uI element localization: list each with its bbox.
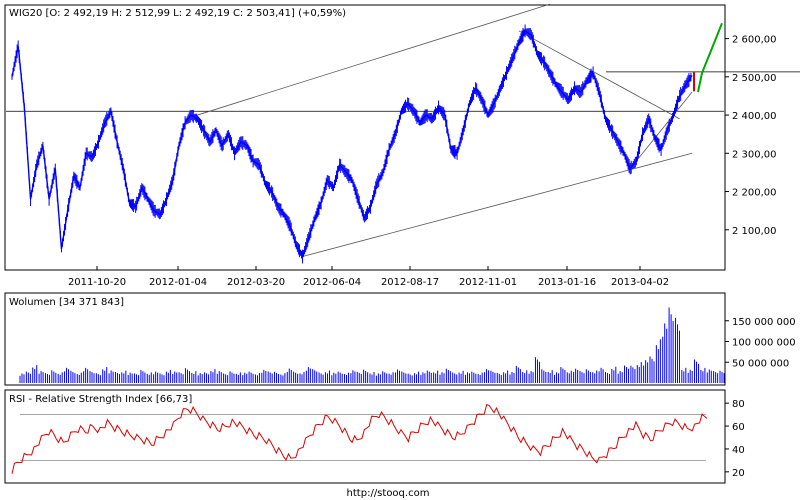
rsi-header: RSI - Relative Strength Index [66,73] [9,394,192,405]
footer-url[interactable]: http://stooq.com [347,488,430,499]
volume-y-tick-label: 100 000 000 [732,338,796,349]
rsi-y-tick-label: 20 [732,468,745,479]
rsi-reference-lines [20,414,706,461]
price-y-tick-label: 2 300,00 [732,149,777,160]
trend-line-lower [302,152,693,257]
trend-line-falling [518,30,680,120]
date-tick-label: 2012-06-04 [303,277,361,288]
date-tick-label: 2013-04-02 [611,277,669,288]
price-bars [11,22,723,264]
price-y-tick-label: 2 200,00 [732,188,777,199]
volume-header: Wolumen [34 371 843] [9,297,124,308]
price-header: WIG20 [O: 2 492,19 H: 2 512,99 L: 2 492,… [9,8,346,19]
rsi-panel-frame [4,389,726,484]
projection-move [697,22,723,93]
volume-y-tick-label: 150 000 000 [732,317,796,328]
date-tick-label: 2011-10-20 [68,277,126,288]
rsi-y-tick-label: 60 [732,422,745,433]
volume-panel: Wolumen [34 371 843] 50 000 000 100 000 0… [4,292,796,386]
rsi-y-axis: 20 40 60 80 [725,399,745,479]
date-axis: 2011-10-20 2012-01-04 2012-03-20 2012-06-04… [68,266,669,288]
volume-bars [19,307,725,383]
rsi-line [11,403,708,474]
date-tick-label: 2012-08-17 [381,277,439,288]
trend-lines [197,3,693,257]
price-y-tick-label: 2 600,00 [732,35,777,46]
volume-y-tick-label: 50 000 000 [732,358,789,369]
date-tick-label: 2013-01-16 [538,277,596,288]
volume-y-axis: 50 000 000 100 000 000 150 000 000 [725,317,796,369]
date-tick-label: 2012-11-01 [459,277,517,288]
price-line [11,29,693,259]
price-y-tick-label: 2 500,00 [732,73,777,84]
price-panel-frame [4,4,726,271]
price-y-tick-label: 2 400,00 [732,111,777,122]
rsi-y-tick-label: 80 [732,399,745,410]
price-panel: WIG20 [O: 2 492,19 H: 2 512,99 L: 2 492,… [4,3,800,271]
trend-line-rising [629,91,693,169]
date-tick-label: 2012-01-04 [149,277,207,288]
price-y-axis: 2 100,00 2 200,00 2 300,00 2 400,00 2 500,00… [725,35,777,237]
date-tick-label: 2012-03-20 [227,277,285,288]
rsi-panel: RSI - Relative Strength Index [66,73] 20… [4,389,745,484]
volume-panel-frame [4,292,726,386]
price-y-tick-label: 2 100,00 [732,226,777,237]
trend-line-upper [197,3,550,116]
rsi-y-tick-label: 40 [732,445,745,456]
